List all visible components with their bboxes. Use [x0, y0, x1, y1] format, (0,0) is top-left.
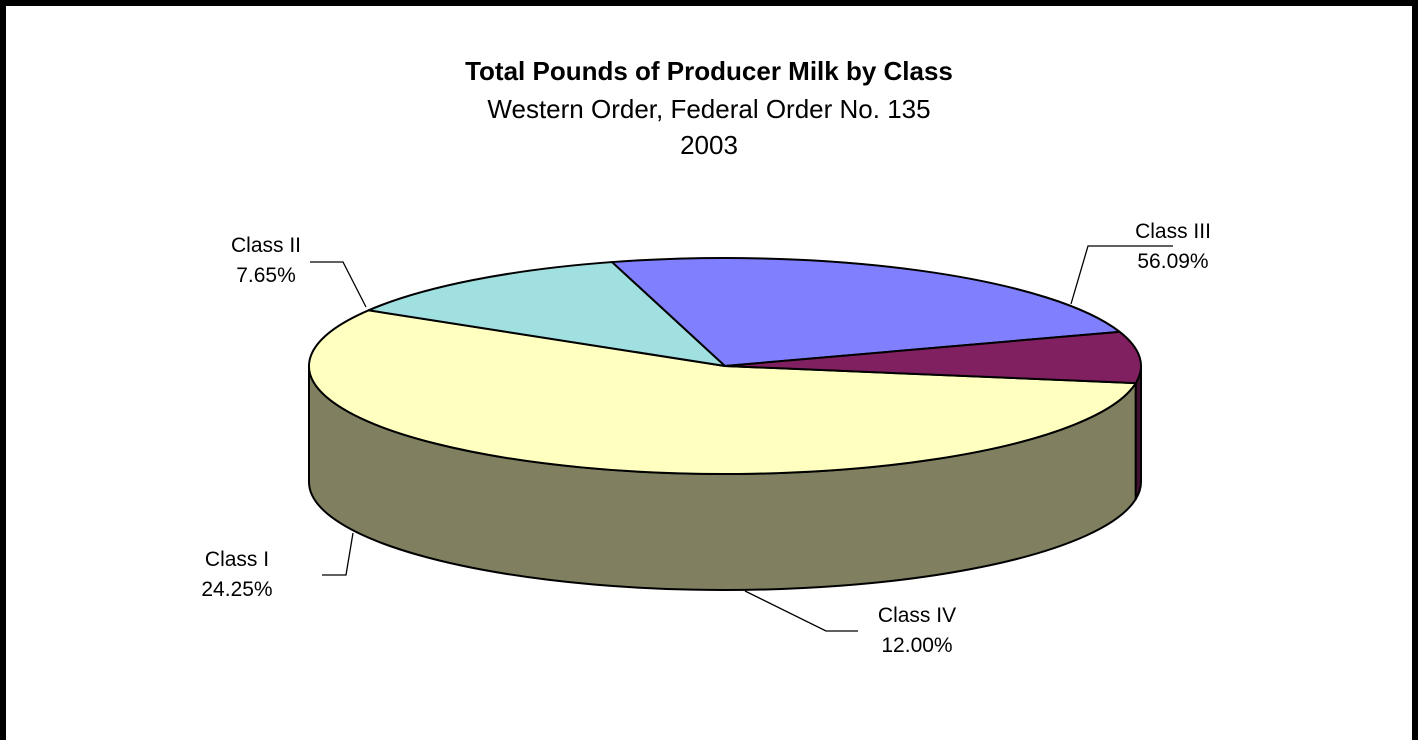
pie-slice-class-iii: [308, 309, 1137, 475]
slice-label-class-iv: Class IV: [878, 604, 956, 627]
pie-tops: [308, 257, 1142, 475]
pie-side-class-ii: [1134, 365, 1142, 501]
leader-line-class-iv: [744, 590, 858, 632]
chart-title: Total Pounds of Producer Milk by Class: [465, 56, 953, 86]
leader-line-class-i: [322, 532, 354, 576]
pie-slice-class-iv: [367, 261, 726, 367]
chart-year: 2003: [680, 130, 738, 160]
pie-slice-class-i: [611, 257, 1121, 367]
slice-percent-class-iv: 12.00%: [881, 634, 952, 657]
pie-labels: Class III 56.09% Class IV 12.00% Class I 24.2…: [201, 220, 1211, 657]
slice-percent-class-iii: 56.09%: [1137, 250, 1208, 273]
slice-label-class-ii: Class II: [231, 234, 301, 257]
slice-label-class-i: Class I: [205, 548, 269, 571]
slice-percent-class-i: 24.25%: [201, 578, 272, 601]
chart-subtitle: Western Order, Federal Order No. 135: [487, 94, 931, 124]
pie-slice-class-ii: [724, 330, 1142, 385]
leader-line-class-iii: [1070, 245, 1173, 305]
slice-percent-class-ii: 7.65%: [236, 264, 296, 287]
leader-line-class-ii: [310, 261, 367, 308]
slice-label-class-iii: Class III: [1135, 220, 1211, 243]
